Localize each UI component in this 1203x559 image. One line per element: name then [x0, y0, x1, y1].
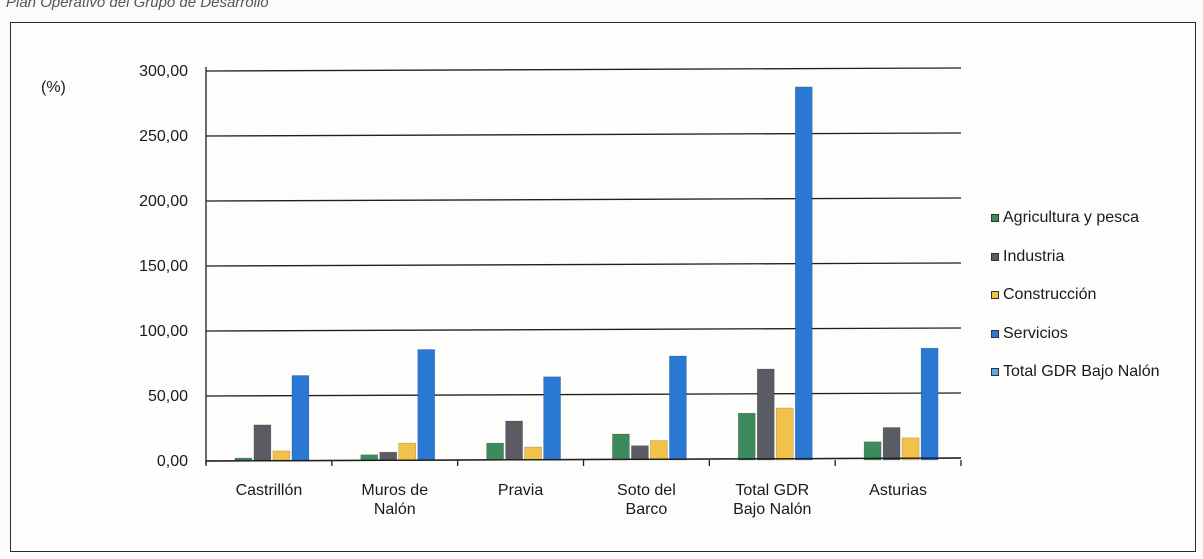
- y-tick-label: 50,00: [148, 388, 188, 405]
- legend-swatch: [991, 329, 999, 338]
- bar-construcci-n: [398, 442, 417, 461]
- gridline: [205, 132, 962, 137]
- bar-servicios: [291, 375, 310, 461]
- bar-construcci-n: [775, 407, 794, 461]
- legend-label: Industria: [1003, 247, 1065, 265]
- x-tick-label: Asturias: [869, 482, 927, 499]
- bar-construcci-n: [524, 446, 542, 461]
- y-tick-label: 100,00: [139, 323, 188, 340]
- chart-frame: (%) 0,00 50,00 100,00 150,00 200,00 250,00 300,…: [10, 22, 1196, 552]
- bar-industria: [756, 368, 775, 461]
- bar-servicios: [669, 355, 687, 461]
- bar-servicios: [920, 347, 939, 461]
- legend-label: Construcción: [1003, 286, 1097, 304]
- legend-item: Construcción: [991, 276, 1160, 315]
- bar-agricultura-y-pesca: [360, 454, 379, 461]
- legend-swatch: [991, 291, 999, 300]
- legend-label: Servicios: [1003, 324, 1068, 342]
- gridline: [205, 197, 962, 202]
- legend-item: Servicios: [991, 315, 1160, 354]
- bar-agricultura-y-pesca: [234, 457, 253, 461]
- legend-item: Industria: [991, 238, 1160, 277]
- y-tick-label: 150,00: [139, 258, 188, 275]
- legend-item: Total GDR Bajo Nalón: [991, 353, 1160, 392]
- gridline: [205, 262, 962, 267]
- bar-agricultura-y-pesca: [863, 441, 882, 461]
- legend-label: Total GDR Bajo Nalón: [1003, 363, 1160, 381]
- page-caption: Plan Operativo del Grupo de Desarrollo: [6, 0, 269, 11]
- gridline: [205, 67, 962, 72]
- x-tick-label: Soto del Barco: [617, 482, 676, 518]
- bar-agricultura-y-pesca: [486, 442, 504, 461]
- bar-construcci-n: [901, 437, 920, 461]
- bar-servicios: [543, 376, 561, 461]
- x-tick-label: Pravia: [498, 482, 543, 499]
- y-axis-label: (%): [41, 79, 66, 96]
- legend-swatch: [991, 252, 999, 261]
- bar-industria: [505, 420, 523, 461]
- bar-agricultura-y-pesca: [612, 433, 630, 461]
- y-tick-label: 300,00: [139, 63, 188, 80]
- gridline: [205, 392, 962, 397]
- bar-industria: [631, 445, 649, 461]
- bar-construcci-n: [272, 450, 291, 461]
- x-tick-label: Castrillón: [236, 482, 303, 499]
- bar-chart: (%) 0,00 50,00 100,00 150,00 200,00 250,00 300,…: [41, 63, 962, 518]
- y-tick-label: 0,00: [157, 453, 188, 470]
- bar-industria: [253, 424, 272, 461]
- x-tick-label: Total GDR Bajo Nalón: [733, 482, 811, 518]
- bar-servicios: [417, 349, 436, 461]
- y-tick-label: 250,00: [139, 128, 188, 145]
- x-axis: [205, 457, 962, 462]
- chart-legend: Agricultura y pesca Industria Construcción…: [991, 199, 1160, 392]
- legend-swatch: [991, 368, 999, 377]
- bar-agricultura-y-pesca: [737, 412, 756, 461]
- x-tick-label: Muros de Nalón: [361, 482, 428, 518]
- legend-swatch: [991, 214, 999, 223]
- y-tick-label: 200,00: [139, 193, 188, 210]
- bar-construcci-n: [650, 440, 668, 461]
- legend-item: Agricultura y pesca: [991, 199, 1160, 238]
- bar-industria: [379, 451, 398, 461]
- bar-servicios: [794, 86, 813, 461]
- legend-label: Agricultura y pesca: [1003, 209, 1140, 227]
- bar-industria: [882, 427, 901, 461]
- gridline: [205, 327, 962, 332]
